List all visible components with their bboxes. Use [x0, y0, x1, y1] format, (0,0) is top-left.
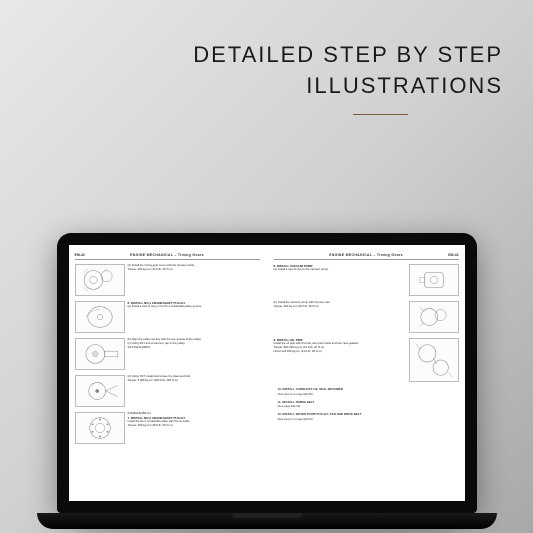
step-text: (d) Install the timing gear cover with t…: [128, 264, 260, 272]
step-desc: (See step 4 on page EM-38): [278, 392, 459, 396]
step-torque: Torque: 200 kg-cm (14 ft-lb, 20 N·m): [128, 268, 260, 272]
headline-line-1: DETAILED STEP BY STEP: [193, 40, 503, 71]
illustration-icon: [409, 264, 459, 296]
step-torque: Union bolt 190 kg-cm (14 ft-lb, 18 N·m): [274, 350, 406, 354]
illustration-icon: [75, 338, 125, 370]
step-text: 6. INSTALL NO.1 CRANKSHAFT PULLEY (a) In…: [128, 301, 260, 309]
step-torque: Torque: 400 kg-cm (29 ft-lb, 39 N·m): [274, 305, 406, 309]
step-item: 9. INSTALL OIL PIPE Install the oil pipe…: [274, 338, 459, 382]
step-item: 6. INSTALL NO.1 CRANKSHAFT PULLEY (a) In…: [75, 301, 260, 333]
step-item: (HZJ80/HDJ80-TL) 7. INSTALL NO.2 CRANKSH…: [75, 412, 260, 444]
step-text: 8. INSTALL VACUUM PUMP (a) Install a new…: [274, 264, 406, 272]
laptop-base: [37, 513, 497, 529]
step-desc: (a) Install a new O-ring in the No.1 cra…: [128, 305, 260, 309]
step-item: (b) Align the pulley set key with the ke…: [75, 338, 260, 370]
step-torque: Torque: 5,000 kg-cm (362 ft-lb, 490 N·m): [128, 379, 260, 383]
page-header-right: ENGINE MECHANICAL – Timing Gears: [274, 253, 459, 260]
step-text-only: 10. INSTALL CAMSHAFT OIL SEAL RETAINER (…: [278, 387, 459, 396]
laptop-mockup: EM-42 ENGINE MECHANICAL – Timing Gears (…: [37, 233, 497, 533]
step-text-only: 12. INSTALL WATER PUMP PULLEY, FAN AND D…: [278, 412, 459, 421]
page-header-left: ENGINE MECHANICAL – Timing Gears: [75, 253, 260, 260]
step-torque: Torque: 250 kg-cm (18 ft-lb, 25 N·m): [128, 424, 260, 428]
laptop-screen: EM-42 ENGINE MECHANICAL – Timing Gears (…: [69, 245, 465, 501]
step-item: (d) Using SST, install and torque the pl…: [75, 375, 260, 407]
step-desc: (See page EM-29): [278, 404, 459, 408]
step-text: (d) Using SST, install and torque the pl…: [128, 375, 260, 383]
step-item: 8. INSTALL VACUUM PUMP (a) Install a new…: [274, 264, 459, 296]
step-sst: SST 09214-60010: [128, 346, 260, 350]
illustration-icon: [75, 301, 125, 333]
illustration-icon: [409, 301, 459, 333]
headline-divider: [353, 114, 408, 116]
headline: DETAILED STEP BY STEP ILLUSTRATIONS: [193, 40, 503, 115]
step-text-only: 11. INSTALL TIMING BELT (See page EM-29): [278, 400, 459, 409]
step-text: (HZJ80/HDJ80-TL) 7. INSTALL NO.2 CRANKSH…: [128, 412, 260, 428]
page-number-left: EM-42: [75, 253, 85, 257]
illustration-icon: [75, 412, 125, 444]
illustration-icon: [75, 375, 125, 407]
step-text: 9. INSTALL OIL PIPE Install the oil pipe…: [274, 338, 406, 354]
step-item: (d) Install the timing gear cover with t…: [75, 264, 260, 296]
step-desc: (a) Install a new O-ring to the vacuum p…: [274, 268, 406, 272]
illustration-icon: [409, 338, 459, 382]
manual-page-left: EM-42 ENGINE MECHANICAL – Timing Gears (…: [69, 245, 266, 501]
laptop-bezel: EM-42 ENGINE MECHANICAL – Timing Gears (…: [57, 233, 477, 513]
step-text: (b) Install the vacuum pump with the two…: [274, 301, 406, 309]
step-text: (b) Align the pulley set key with the ke…: [128, 338, 260, 350]
headline-line-2: ILLUSTRATIONS: [193, 71, 503, 102]
step-desc: (See step 5 on page EM-23): [278, 417, 459, 421]
step-item: (b) Install the vacuum pump with the two…: [274, 301, 459, 333]
laptop-notch: [232, 513, 302, 518]
laptop-shadow: [77, 529, 457, 533]
page-number-right: EM-43: [448, 253, 458, 257]
illustration-icon: [75, 264, 125, 296]
manual-page-right: EM-43 ENGINE MECHANICAL – Timing Gears 8…: [268, 245, 465, 501]
